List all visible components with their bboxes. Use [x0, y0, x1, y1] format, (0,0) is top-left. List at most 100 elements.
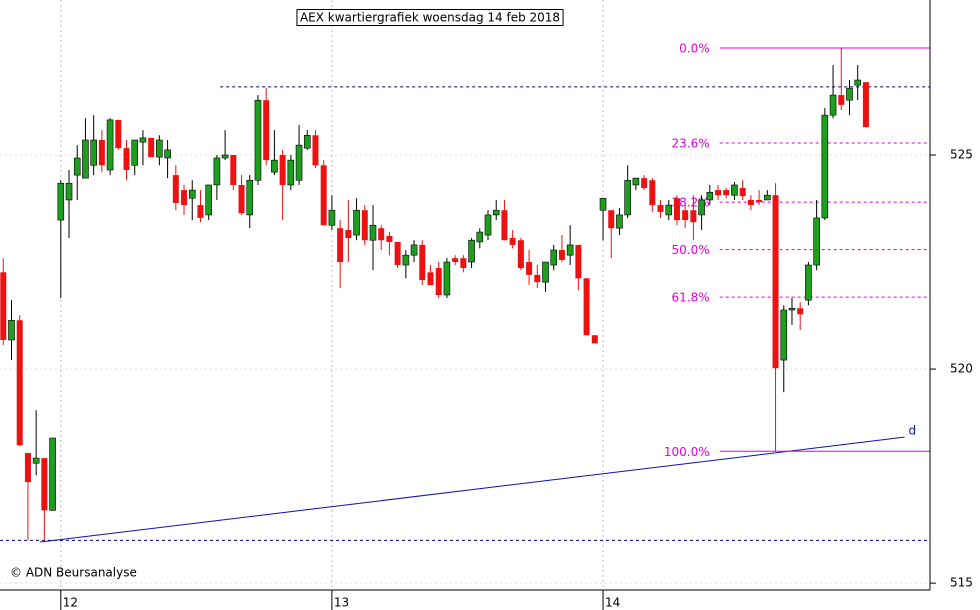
candle-body — [838, 95, 845, 105]
candle-body — [221, 154, 229, 159]
candle-body — [846, 87, 853, 101]
x-tick-label: 13 — [334, 596, 349, 610]
candle-body — [32, 457, 40, 464]
candle-body — [492, 209, 500, 216]
candle-body — [402, 254, 410, 266]
candle-body — [394, 241, 401, 266]
title-box — [296, 9, 564, 26]
candle-body — [698, 199, 705, 216]
candle-body — [517, 240, 524, 269]
fib-label: 0.0% — [679, 41, 710, 55]
candle-body — [49, 437, 56, 511]
overlay: d0.0%23.6%38.2%50.0%61.8%100.0% — [0, 41, 930, 543]
candle-body — [649, 180, 656, 206]
candle-body — [468, 239, 475, 263]
candle-body — [673, 198, 680, 221]
candle-body — [188, 189, 196, 199]
candle-body — [361, 210, 368, 241]
x-tick-label: 14 — [605, 596, 620, 610]
candle-body — [558, 250, 565, 260]
candle-body — [608, 210, 615, 229]
candle-body — [238, 184, 245, 214]
candle-body — [287, 159, 295, 186]
candle-body — [657, 205, 664, 212]
candle-body — [148, 137, 155, 158]
y-tick-label: 515 — [950, 576, 973, 590]
candle-body — [682, 210, 689, 221]
candle-body — [460, 258, 467, 269]
candle-body — [764, 194, 771, 201]
candle-body — [353, 209, 360, 236]
candle-body — [156, 139, 163, 158]
candle-body — [805, 264, 812, 301]
candle-body — [246, 179, 254, 216]
candle-body — [369, 224, 377, 241]
candle-body — [591, 335, 598, 344]
candle-body — [106, 119, 114, 171]
candle-body — [690, 210, 697, 223]
candle-body — [213, 157, 221, 186]
candle-body — [665, 204, 673, 216]
candle-body — [575, 244, 582, 279]
candle-body — [65, 182, 73, 201]
fib-label: 61.8% — [672, 291, 710, 305]
candle-body — [706, 191, 714, 201]
candle-body — [484, 214, 492, 236]
candle-body — [797, 308, 804, 315]
candle-body — [386, 235, 393, 242]
trend-label: d — [909, 424, 917, 438]
candle-body — [756, 199, 763, 203]
candle-body — [534, 274, 541, 283]
candle-body — [328, 209, 336, 226]
candle-body — [263, 100, 270, 161]
candle-body — [181, 190, 188, 206]
x-tick-label: 12 — [63, 596, 78, 610]
credit: © ADN Beursanalyse — [10, 566, 137, 580]
candle-body — [98, 140, 105, 166]
candle-body — [435, 268, 442, 295]
candle-body — [164, 149, 171, 159]
candle-body — [295, 144, 303, 181]
candle-body — [197, 205, 204, 218]
candle-body — [123, 148, 130, 170]
candle-body — [254, 99, 262, 181]
y-tick-label: 525 — [950, 147, 973, 161]
candle-body — [772, 195, 779, 369]
candle-body — [854, 79, 862, 86]
candle-body — [57, 182, 65, 221]
candle-body — [476, 231, 484, 243]
candle-body — [73, 157, 81, 176]
fib-label: 50.0% — [672, 243, 710, 257]
candle-body — [345, 229, 352, 239]
candle-body — [501, 210, 508, 241]
candle-body — [616, 214, 623, 229]
candle-body — [599, 197, 607, 211]
candle-body — [410, 244, 418, 256]
candle-body — [271, 159, 278, 173]
candle-body — [205, 184, 212, 216]
candle-body — [542, 261, 549, 283]
candle-body — [566, 244, 574, 256]
candle-body — [829, 94, 837, 116]
candle-body — [90, 139, 97, 166]
fib-label: 100.0% — [664, 445, 710, 459]
candle-body — [583, 278, 590, 336]
candle-body — [139, 137, 147, 143]
y-tick-label: 520 — [950, 362, 973, 376]
candle-body — [731, 184, 738, 196]
candle-body — [723, 190, 730, 196]
candle-body — [509, 238, 516, 245]
candle-body — [41, 458, 48, 511]
candle-body — [24, 452, 31, 483]
candle-body — [747, 199, 754, 206]
candle-body — [427, 272, 434, 286]
chart-title: AEX kwartiergrafiek woensdag 14 feb 2018 — [300, 11, 560, 25]
trend-line — [40, 436, 905, 543]
candles — [0, 47, 869, 541]
candle-body — [230, 154, 237, 185]
candle-body — [641, 178, 648, 188]
candle-body — [16, 320, 23, 446]
candle-body — [337, 228, 344, 263]
